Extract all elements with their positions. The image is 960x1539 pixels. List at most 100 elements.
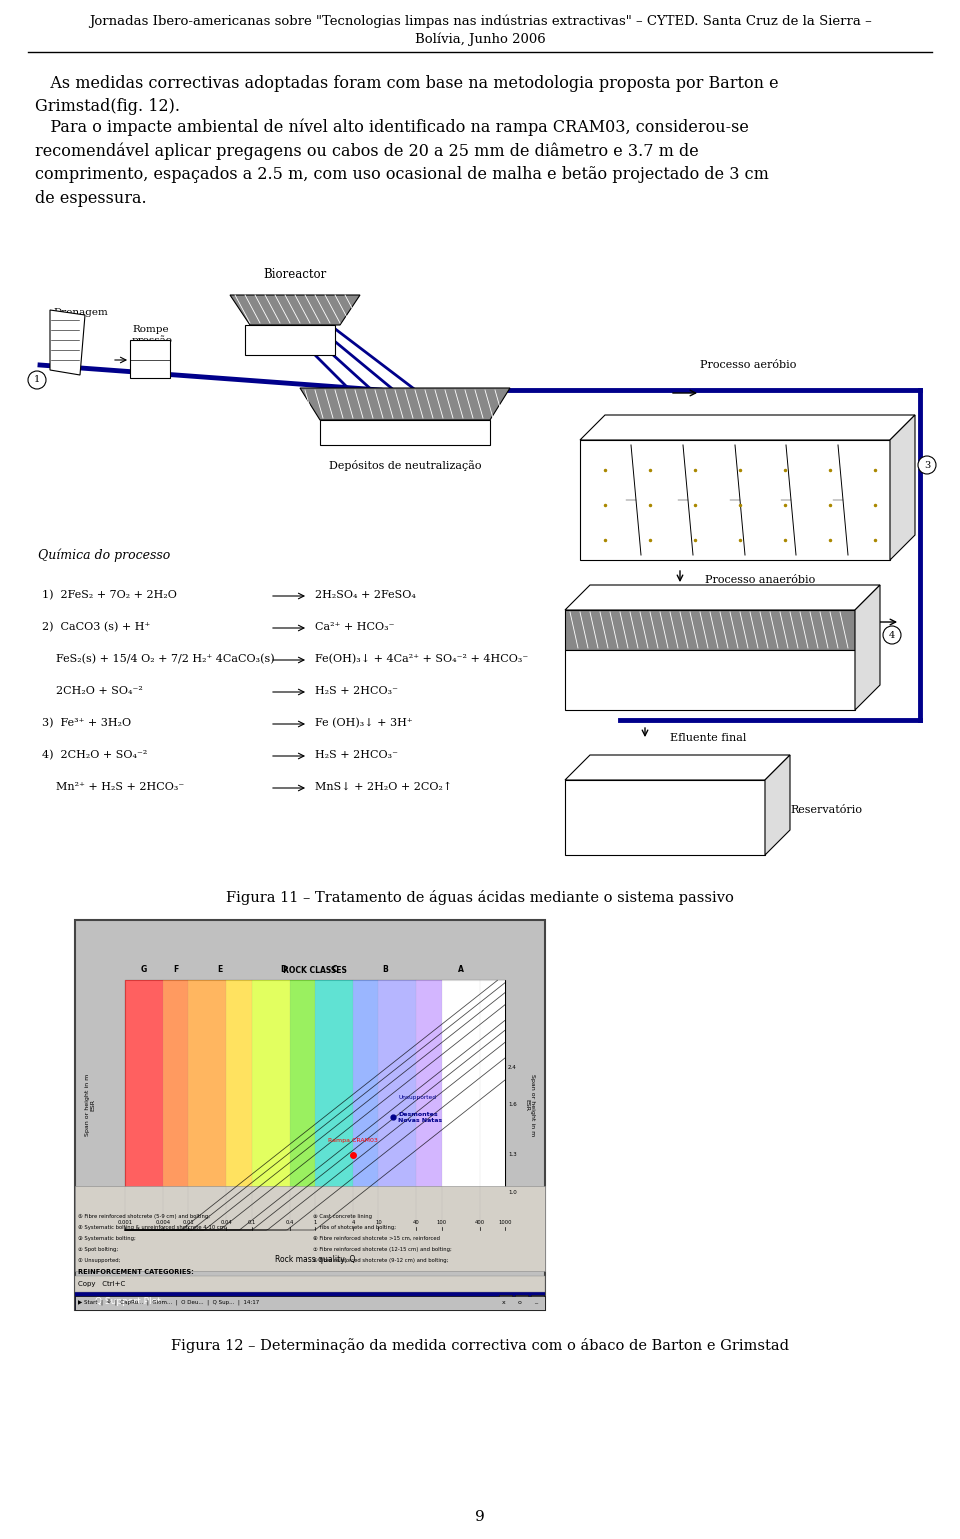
Text: Processo aeróbio: Processo aeróbio: [700, 360, 797, 369]
Text: 400: 400: [475, 1220, 485, 1225]
Polygon shape: [855, 585, 880, 709]
Bar: [531, 1294, 544, 1308]
Text: 2)  CaCO3 (s) + H⁺: 2) CaCO3 (s) + H⁺: [42, 622, 151, 633]
Polygon shape: [765, 756, 790, 856]
Text: ribs of shotcrete and bolting;: ribs of shotcrete and bolting;: [313, 1225, 396, 1230]
Text: Grimstad(fig. 12).: Grimstad(fig. 12).: [35, 98, 180, 115]
Text: Processo anaeróbio: Processo anaeróbio: [705, 576, 815, 585]
Text: 0.001: 0.001: [117, 1220, 132, 1225]
Text: _: _: [534, 1299, 538, 1305]
Text: ② Spot bolting;: ② Spot bolting;: [78, 1247, 118, 1253]
Text: 1: 1: [313, 1220, 317, 1225]
Text: recomendável aplicar pregagens ou cabos de 20 a 25 mm de diâmetro e 3.7 m de: recomendável aplicar pregagens ou cabos …: [35, 142, 699, 160]
Text: 0.004: 0.004: [156, 1220, 171, 1225]
Text: 0.1: 0.1: [248, 1220, 256, 1225]
Text: Fe(OH)₃↓ + 4Ca²⁺ + SO₄⁻² + 4HCO₃⁻: Fe(OH)₃↓ + 4Ca²⁺ + SO₄⁻² + 4HCO₃⁻: [315, 654, 528, 665]
Text: de espessura.: de espessura.: [35, 189, 147, 208]
Text: ⑨ Cast concrete lining: ⑨ Cast concrete lining: [313, 1214, 372, 1219]
Text: 2.4: 2.4: [508, 1065, 516, 1070]
Text: Bolívia, Junho 2006: Bolívia, Junho 2006: [415, 32, 545, 46]
Text: 0.04: 0.04: [221, 1220, 232, 1225]
Text: MnS↓ + 2H₂O + 2CO₂↑: MnS↓ + 2H₂O + 2CO₂↑: [315, 782, 452, 793]
Bar: [125, 980, 505, 1230]
Bar: [378, 980, 417, 1230]
Polygon shape: [230, 295, 360, 325]
Text: ① Unsupported;: ① Unsupported;: [78, 1257, 120, 1264]
Bar: [565, 609, 855, 649]
Text: 3: 3: [924, 460, 930, 469]
Text: 0.4: 0.4: [286, 1220, 294, 1225]
Text: Para o impacte ambiental de nível alto identificado na rampa CRAM03, considerou-: Para o impacte ambiental de nível alto i…: [35, 119, 749, 135]
Bar: [353, 980, 378, 1230]
Circle shape: [918, 456, 936, 474]
Polygon shape: [580, 416, 915, 440]
Text: Efluente final: Efluente final: [670, 733, 746, 743]
Text: G: G: [141, 965, 147, 974]
Text: A: A: [458, 965, 464, 974]
Text: o: o: [518, 1299, 522, 1305]
Text: Ca²⁺ + HCO₃⁻: Ca²⁺ + HCO₃⁻: [315, 622, 395, 633]
Text: 4)  2CH₂O + SO₄⁻²: 4) 2CH₂O + SO₄⁻²: [42, 749, 148, 760]
Text: Química do processo: Química do processo: [38, 548, 170, 562]
Text: Jornadas Ibero-americanas sobre "Tecnologias limpas nas indústrias extractivas" : Jornadas Ibero-americanas sobre "Tecnolo…: [88, 14, 872, 28]
Bar: [290, 980, 315, 1230]
Text: Desmontes
Novas Natas: Desmontes Novas Natas: [398, 1111, 443, 1122]
Text: ⑦ Fibre reinforced shotcrete (12-15 cm) and bolting;: ⑦ Fibre reinforced shotcrete (12-15 cm) …: [313, 1247, 452, 1253]
Bar: [75, 1276, 545, 1293]
Text: 1)  2FeS₂ + 7O₂ + 2H₂O: 1) 2FeS₂ + 7O₂ + 2H₂O: [42, 589, 177, 600]
Text: 100: 100: [437, 1220, 446, 1225]
Text: Unsupported: Unsupported: [398, 1094, 437, 1099]
Text: comprimento, espaçados a 2.5 m, com uso ocasional de malha e betão projectado de: comprimento, espaçados a 2.5 m, com uso …: [35, 166, 769, 183]
Text: Mn²⁺ + H₂S + 2HCO₃⁻: Mn²⁺ + H₂S + 2HCO₃⁻: [42, 782, 184, 793]
Bar: [75, 1296, 545, 1310]
Bar: [188, 980, 227, 1230]
Text: 2CH₂O + SO₄⁻²: 2CH₂O + SO₄⁻²: [42, 686, 143, 696]
Text: 4: 4: [889, 631, 895, 640]
Text: 4: 4: [351, 1220, 355, 1225]
Text: Copy   Ctrl+C: Copy Ctrl+C: [78, 1280, 125, 1287]
Text: H₂S + 2HCO₃⁻: H₂S + 2HCO₃⁻: [315, 686, 398, 696]
Text: Rampa CRAM03: Rampa CRAM03: [328, 1137, 378, 1143]
Text: D: D: [280, 965, 286, 974]
Bar: [315, 980, 353, 1230]
Text: 1.3: 1.3: [508, 1153, 516, 1157]
Text: 2H₂SO₄ + 2FeSO₄: 2H₂SO₄ + 2FeSO₄: [315, 589, 416, 600]
Text: Figura 11 – Tratamento de águas ácidas mediante o sistema passivo: Figura 11 – Tratamento de águas ácidas m…: [226, 890, 734, 905]
Text: As medidas correctivas adoptadas foram com base na metodologia proposta por Bart: As medidas correctivas adoptadas foram c…: [35, 75, 779, 92]
Bar: [75, 1293, 545, 1310]
Polygon shape: [565, 585, 880, 609]
Text: x: x: [502, 1299, 506, 1305]
Text: Rock mass quality, Q: Rock mass quality, Q: [275, 1254, 355, 1264]
Bar: [130, 340, 170, 379]
Polygon shape: [565, 756, 790, 780]
Text: Fe (OH)₃↓ + 3H⁺: Fe (OH)₃↓ + 3H⁺: [315, 719, 413, 728]
Text: E: E: [217, 965, 223, 974]
Text: ROCK CLASSES: ROCK CLASSES: [283, 966, 347, 976]
Circle shape: [28, 371, 46, 389]
Polygon shape: [300, 388, 510, 420]
Text: 1000: 1000: [498, 1220, 512, 1225]
Text: Depósitos de neutralização: Depósitos de neutralização: [328, 460, 481, 471]
Text: Rompe
pressão: Rompe pressão: [132, 325, 173, 345]
Text: Drenagem
ácida: Drenagem ácida: [53, 308, 108, 328]
Text: FeS₂(s) + 15/4 O₂ + 7/2 H₂⁺ 4CaCO₃(s): FeS₂(s) + 15/4 O₂ + 7/2 H₂⁺ 4CaCO₃(s): [42, 654, 275, 665]
Bar: [163, 980, 188, 1230]
Bar: [75, 920, 545, 1310]
Text: 3)  Fe³⁺ + 3H₂O: 3) Fe³⁺ + 3H₂O: [42, 719, 132, 728]
Circle shape: [883, 626, 901, 643]
Text: 0.01: 0.01: [182, 1220, 194, 1225]
Text: ▶ Start  |  ⚘  |  CapRu...  |  Giom...  |  O Deu...  |  Q Sup...  |  14:17: ▶ Start | ⚘ | CapRu... | Giom... | O Deu…: [78, 1300, 259, 1307]
Text: 10: 10: [375, 1220, 382, 1225]
Bar: [75, 1187, 545, 1271]
Polygon shape: [890, 416, 915, 560]
Text: Span or height in m
ESR: Span or height in m ESR: [524, 1074, 536, 1136]
Text: B: B: [382, 965, 388, 974]
Text: 1: 1: [34, 376, 40, 385]
Text: Q Support Plot: Q Support Plot: [95, 1296, 160, 1305]
Text: 1.0: 1.0: [508, 1190, 516, 1194]
Polygon shape: [50, 309, 85, 376]
Bar: [245, 325, 335, 356]
Bar: [320, 420, 490, 445]
Bar: [499, 1294, 512, 1308]
Bar: [580, 440, 890, 560]
